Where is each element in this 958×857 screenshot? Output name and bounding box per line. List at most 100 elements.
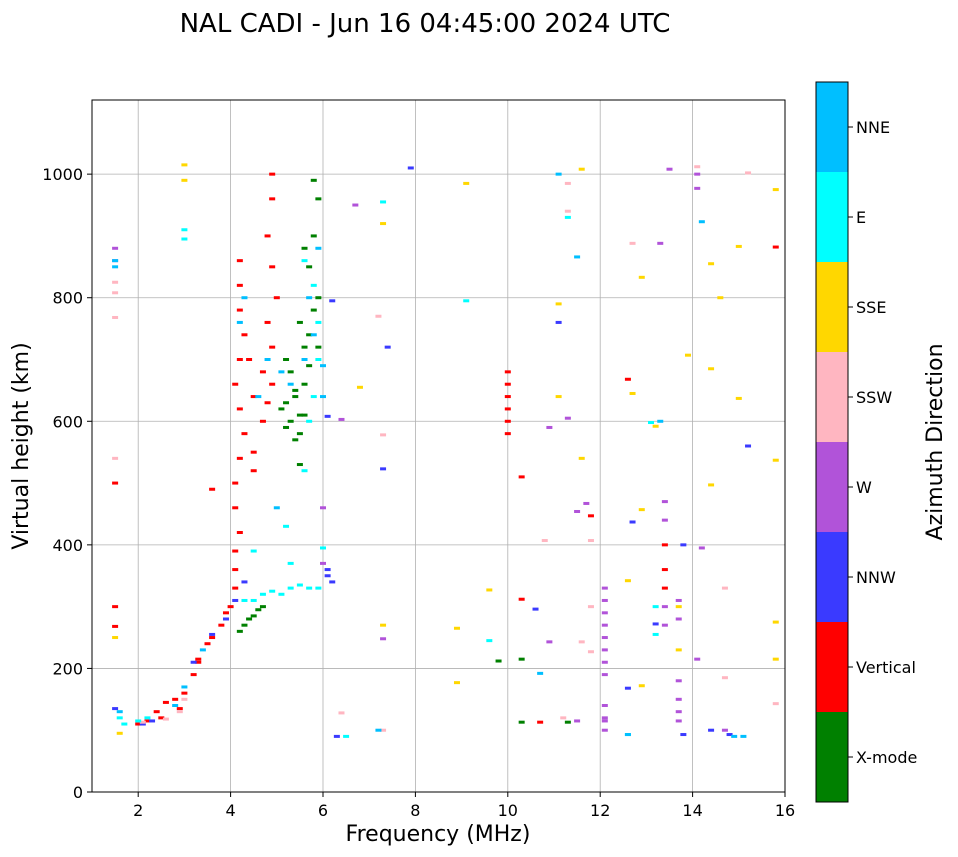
point-ssw xyxy=(629,241,636,245)
point-vertical xyxy=(227,605,234,609)
point-vertical xyxy=(236,407,243,411)
point-w xyxy=(601,660,608,664)
point-sse xyxy=(708,367,715,371)
point-vertical xyxy=(241,432,248,436)
point-w xyxy=(601,719,608,723)
point-e xyxy=(320,546,326,550)
x-tick-label: 12 xyxy=(590,801,610,820)
point-sse xyxy=(735,396,742,400)
point-w xyxy=(694,172,701,176)
point-e xyxy=(648,421,655,425)
point-e xyxy=(301,469,308,473)
point-x-mode xyxy=(518,657,525,661)
point-vertical xyxy=(504,395,511,399)
point-ssw xyxy=(564,209,571,213)
point-sse xyxy=(181,163,188,167)
point-e xyxy=(315,358,322,361)
y-tick-label: 0 xyxy=(73,783,83,802)
point-e xyxy=(181,228,188,232)
point-vertical xyxy=(269,172,276,176)
point-ssw xyxy=(772,702,779,706)
point-w xyxy=(601,623,608,627)
point-ssw xyxy=(112,456,119,460)
point-w xyxy=(661,623,668,627)
point-sse xyxy=(356,385,363,389)
point-vertical xyxy=(232,549,239,553)
point-sse xyxy=(735,244,742,248)
point-nne xyxy=(116,710,123,714)
point-nne xyxy=(112,259,119,263)
point-w xyxy=(675,719,682,723)
point-e xyxy=(306,419,313,423)
point-nne xyxy=(320,364,326,368)
point-vertical xyxy=(236,283,243,287)
point-w xyxy=(601,598,608,602)
point-nnw xyxy=(324,568,331,572)
point-vertical xyxy=(232,586,239,590)
point-vertical xyxy=(209,487,216,491)
point-w xyxy=(675,697,682,701)
point-e xyxy=(283,524,290,528)
point-vertical xyxy=(158,716,165,720)
point-nnw xyxy=(241,580,248,584)
point-e xyxy=(181,237,188,241)
point-w xyxy=(380,637,387,641)
point-vertical xyxy=(250,395,257,399)
point-vertical xyxy=(269,345,276,349)
colorbar-tick-label: NNW xyxy=(856,568,896,587)
point-vertical xyxy=(195,660,202,664)
colorbar-segment xyxy=(816,712,848,802)
point-x-mode xyxy=(310,234,317,238)
point-ssw xyxy=(338,711,345,715)
point-sse xyxy=(116,731,123,735)
point-w xyxy=(675,598,682,602)
point-sse xyxy=(453,681,460,685)
point-nnw xyxy=(222,617,229,621)
point-e xyxy=(315,320,322,324)
point-nnw xyxy=(384,345,391,349)
chart-title: NAL CADI - Jun 16 04:45:00 2024 UTC xyxy=(180,9,671,39)
point-vertical xyxy=(259,419,266,423)
point-e xyxy=(287,586,294,590)
point-nne xyxy=(264,358,271,361)
point-x-mode xyxy=(315,345,322,349)
point-e xyxy=(269,589,276,593)
point-vertical xyxy=(232,506,239,510)
point-vertical xyxy=(195,657,202,661)
point-sse xyxy=(772,620,779,624)
x-tick-label: 10 xyxy=(498,801,518,820)
point-vertical xyxy=(504,382,511,386)
x-tick-label: 14 xyxy=(682,801,702,820)
point-sse xyxy=(380,222,387,226)
point-ssw xyxy=(176,710,183,714)
point-vertical xyxy=(232,568,239,572)
point-nne xyxy=(731,734,738,738)
point-ssw xyxy=(162,717,169,721)
point-sse xyxy=(555,395,562,399)
y-axis-label: Virtual height (km) xyxy=(9,342,34,549)
point-x-mode xyxy=(241,623,248,627)
point-nnw xyxy=(112,707,119,711)
point-vertical xyxy=(504,419,511,423)
y-tick-label: 200 xyxy=(52,659,83,678)
point-nne xyxy=(236,320,243,324)
colorbar-tick-label: SSE xyxy=(856,298,886,317)
point-nnw xyxy=(333,734,340,738)
point-sse xyxy=(638,508,645,512)
point-x-mode xyxy=(296,320,303,324)
point-nne xyxy=(301,358,308,361)
point-x-mode xyxy=(301,345,308,349)
point-w xyxy=(694,657,701,661)
point-nnw xyxy=(745,444,752,448)
point-vertical xyxy=(537,720,544,724)
point-sse xyxy=(463,181,470,185)
point-ssw xyxy=(139,720,146,724)
point-nne xyxy=(112,265,119,269)
point-e xyxy=(380,200,387,204)
point-sse xyxy=(486,588,493,592)
point-nne xyxy=(574,255,581,259)
y-tick-label: 600 xyxy=(52,412,83,431)
point-e xyxy=(315,586,322,590)
point-x-mode xyxy=(301,413,308,417)
